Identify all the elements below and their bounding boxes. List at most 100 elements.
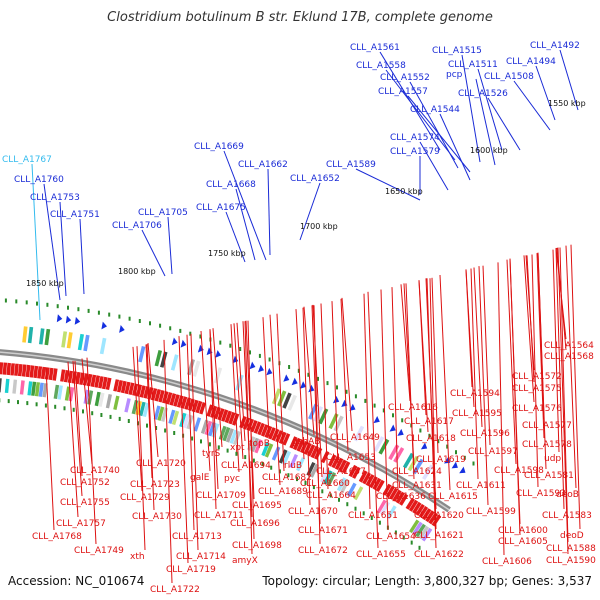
reverse-strand-gene xyxy=(418,506,429,518)
top-gene-label: CLL_A1753 xyxy=(30,193,80,203)
bottom-leader-line xyxy=(526,255,535,383)
bottom-leader-line xyxy=(269,314,281,486)
reverse-strand-gene xyxy=(285,434,294,447)
reverse-cog-block xyxy=(53,384,60,399)
bottom-leader-line xyxy=(559,247,569,543)
forward-strand-gene xyxy=(389,424,396,432)
reverse-cog-block xyxy=(31,381,37,396)
minor-tick xyxy=(326,381,329,386)
bottom-gene-label: CLL_A1581 xyxy=(524,471,574,481)
minor-tick xyxy=(219,340,222,345)
forward-strand-gene xyxy=(215,350,222,358)
minor-tick xyxy=(362,511,365,516)
forward-cog-block xyxy=(277,390,287,407)
minor-tick xyxy=(446,444,449,449)
reverse-cog-block xyxy=(415,523,426,538)
bottom-gene-label: CLL_A1755 xyxy=(60,498,110,508)
minor-tick xyxy=(304,481,307,485)
bottom-leader-line xyxy=(536,253,545,439)
bottom-gene-label: pyc xyxy=(224,474,240,484)
bottom-gene-label: CLL_A1615 xyxy=(428,492,478,502)
bottom-leader-line xyxy=(431,277,439,454)
minor-tick xyxy=(229,343,232,348)
minor-tick xyxy=(401,418,404,423)
minor-tick xyxy=(394,530,397,535)
reverse-strand-gene xyxy=(321,450,330,464)
minor-tick xyxy=(46,302,49,307)
reverse-strand-gene xyxy=(292,437,301,451)
bottom-leader-line xyxy=(247,320,255,540)
minor-tick xyxy=(97,310,100,315)
minor-tick xyxy=(346,502,349,507)
bottom-leader-line xyxy=(313,305,321,545)
bottom-gene-label: CLL_A1568 xyxy=(544,352,594,362)
bottom-leader-line xyxy=(212,328,223,448)
minor-tick xyxy=(35,402,38,407)
bottom-gene-label: CLL_A1651 xyxy=(348,511,398,521)
bottom-leader-line xyxy=(470,268,479,480)
top-gene-label: CLL_A1508 xyxy=(484,72,534,82)
bottom-leader-line xyxy=(74,360,83,477)
top-gene-label: CLL_A1558 xyxy=(356,61,406,71)
bottom-gene-label: CLL_A1757 xyxy=(56,519,106,529)
reverse-strand-gene xyxy=(105,377,112,390)
bottom-gene-label: CLL_A1611 xyxy=(456,481,506,491)
reverse-cog-block xyxy=(296,457,305,472)
backbone-highlight xyxy=(0,351,450,511)
minor-tick xyxy=(373,403,376,408)
reverse-strand-gene xyxy=(405,497,415,510)
bottom-gene-label: deoB xyxy=(556,490,579,500)
minor-tick xyxy=(108,312,111,317)
minor-tick xyxy=(338,497,340,502)
reverse-strand-gene xyxy=(412,501,422,514)
bottom-gene-label: topB xyxy=(249,439,270,449)
bottom-leader-line xyxy=(465,269,475,408)
reverse-strand-gene xyxy=(221,409,229,422)
reverse-strand-gene xyxy=(2,362,8,375)
minor-tick xyxy=(378,520,381,525)
reverse-strand-gene xyxy=(372,477,382,491)
bottom-gene-label: CLL_A1720 xyxy=(136,459,186,469)
forward-cog-block xyxy=(160,351,168,368)
minor-tick xyxy=(428,433,431,438)
bottom-gene-label: CLL_A1576 xyxy=(512,404,562,414)
bottom-leader-line xyxy=(72,360,83,497)
forward-strand-gene xyxy=(373,416,380,424)
reverse-strand-gene xyxy=(158,390,165,403)
reverse-cog-block xyxy=(271,446,281,461)
reverse-cog-block xyxy=(418,525,430,540)
forward-strand-gene xyxy=(56,314,63,323)
forward-strand-gene xyxy=(459,466,466,474)
reverse-cog-block xyxy=(27,381,33,396)
forward-cog-block xyxy=(138,346,146,363)
reverse-strand-gene xyxy=(408,499,419,512)
minor-tick xyxy=(382,408,385,413)
forward-cog-block xyxy=(39,328,45,345)
bottom-leader-line xyxy=(81,358,93,465)
top-gene-label: CLL_A1492 xyxy=(530,41,580,51)
reverse-strand-gene xyxy=(25,364,31,378)
reverse-strand-gene xyxy=(117,380,123,393)
minor-tick xyxy=(252,458,255,463)
minor-tick xyxy=(87,308,90,313)
minor-tick xyxy=(278,469,281,474)
reverse-strand-gene xyxy=(224,410,232,424)
bottom-gene-label: CLL_A1622 xyxy=(414,550,464,560)
reverse-cog-block xyxy=(421,527,433,542)
minor-tick xyxy=(354,394,357,399)
top-leader-line xyxy=(407,95,471,173)
reverse-cog-block xyxy=(225,428,234,443)
reverse-strand-gene xyxy=(395,491,405,504)
bottom-gene-label: CLL_A1618 xyxy=(406,434,456,444)
bottom-leader-line xyxy=(509,258,521,536)
reverse-strand-gene xyxy=(257,422,265,436)
bottom-gene-label: CLL_A1578 xyxy=(522,440,572,450)
top-leader-line xyxy=(535,65,556,121)
bottom-gene-label: CLL_A1664 xyxy=(306,491,356,501)
top-gene-label: CLL_A1579 xyxy=(390,147,440,157)
minor-tick xyxy=(191,436,194,441)
reverse-cog-block xyxy=(57,385,63,400)
bottom-gene-label: CLL_A1617 xyxy=(404,417,454,427)
reverse-cog-block xyxy=(336,477,347,492)
